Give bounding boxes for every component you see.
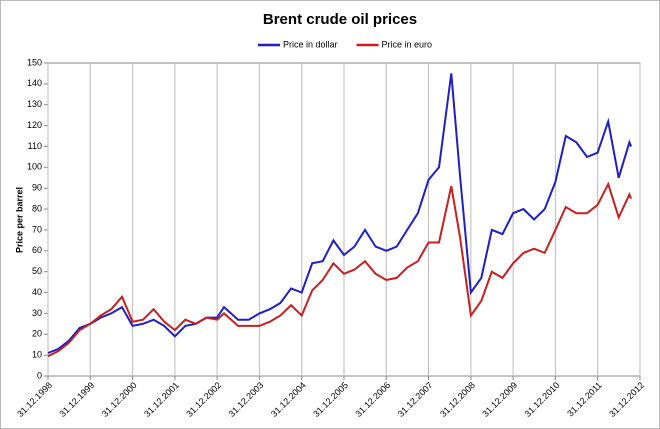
y-tick-label: 10 <box>32 350 42 360</box>
chart-title: Brent crude oil prices <box>263 11 417 28</box>
y-tick-label: 100 <box>27 162 42 172</box>
y-tick-label: 30 <box>32 308 42 318</box>
y-tick-label: 80 <box>32 203 42 213</box>
y-tick-label: 120 <box>27 120 42 130</box>
y-tick-label: 140 <box>27 78 42 88</box>
y-tick-label: 50 <box>32 266 42 276</box>
line-series <box>47 73 633 354</box>
y-tick-label: 150 <box>27 57 42 67</box>
y-tick-label: 130 <box>27 99 42 109</box>
y-tick-label: 60 <box>32 245 42 255</box>
legend-label: Price in dollar <box>283 39 338 49</box>
y-tick-label: 90 <box>32 183 42 193</box>
y-tick-label: 110 <box>28 141 42 151</box>
y-tick-label: 0 <box>37 370 42 380</box>
line-series <box>47 181 633 358</box>
y-tick-label: 20 <box>32 329 42 339</box>
legend-label: Price in euro <box>382 39 433 49</box>
y-tick-label: 40 <box>32 287 42 297</box>
y-axis-label: Price per barrel <box>14 187 24 253</box>
y-tick-label: 70 <box>32 224 42 234</box>
